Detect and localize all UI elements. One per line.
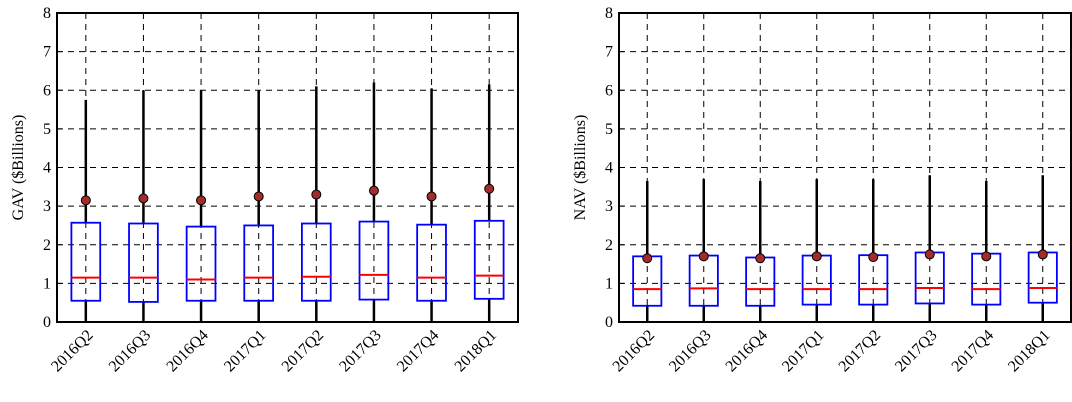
x-tick-label: 2017Q2	[279, 327, 327, 375]
y-tick-label: 8	[43, 5, 51, 22]
x-tick-label: 2017Q1	[221, 327, 269, 375]
mean-marker	[253, 191, 264, 202]
mean-marker	[138, 193, 149, 204]
mean-marker	[924, 249, 935, 260]
box	[70, 221, 102, 302]
mean-marker	[642, 253, 653, 264]
y-axis-label: NAV ($Billions)	[572, 115, 589, 221]
x-tick-label: 2016Q3	[666, 327, 714, 375]
y-tick-label: 8	[605, 5, 613, 22]
y-tick-label: 3	[605, 198, 613, 215]
x-tick-label: 2017Q4	[394, 327, 442, 375]
x-tick-label: 2016Q4	[163, 327, 211, 375]
y-tick-label: 5	[605, 121, 613, 138]
box	[301, 222, 332, 302]
y-tick-label: 6	[43, 82, 51, 99]
y-tick-label: 2	[605, 237, 613, 254]
y-tick-label: 3	[43, 198, 51, 215]
box	[243, 224, 274, 302]
x-tick-label: 2017Q1	[779, 327, 827, 375]
mean-marker	[981, 251, 992, 262]
y-tick-label: 5	[43, 121, 51, 138]
y-tick-label: 7	[43, 44, 51, 61]
mean-marker	[196, 195, 207, 206]
y-axis-label: GAV ($Billions)	[10, 115, 27, 221]
y-tick-label: 4	[605, 160, 613, 177]
x-tick-label: 2017Q4	[949, 327, 997, 375]
box	[416, 223, 447, 302]
x-tick-label: 2018Q1	[452, 327, 500, 375]
y-tick-label: 2	[43, 237, 51, 254]
mean-marker	[868, 252, 879, 263]
x-tick-label: 2017Q3	[336, 327, 384, 375]
box	[128, 222, 159, 303]
mean-marker	[698, 251, 709, 262]
mean-marker	[80, 195, 91, 206]
plot-frame	[56, 12, 519, 323]
mean-marker	[811, 251, 822, 262]
x-tick-label: 2017Q2	[836, 327, 884, 375]
x-tick-label: 2016Q2	[610, 327, 658, 375]
y-tick-label: 1	[605, 275, 613, 292]
y-tick-label: 4	[43, 160, 51, 177]
y-tick-label: 6	[605, 82, 613, 99]
y-tick-label: 7	[605, 44, 613, 61]
x-tick-label: 2016Q3	[106, 327, 154, 375]
x-tick-label: 2018Q1	[1005, 327, 1053, 375]
plot-frame	[618, 12, 1072, 323]
x-tick-label: 2016Q4	[723, 327, 771, 375]
box	[358, 220, 390, 301]
x-tick-label: 2016Q2	[48, 327, 96, 375]
box	[185, 225, 217, 302]
mean-marker	[755, 253, 766, 264]
y-tick-label: 0	[605, 314, 613, 331]
box	[473, 219, 505, 300]
y-tick-label: 1	[43, 275, 51, 292]
y-tick-label: 0	[43, 314, 51, 331]
mean-marker	[368, 185, 379, 196]
mean-marker	[484, 183, 495, 194]
mean-marker	[311, 189, 322, 200]
mean-marker	[1037, 249, 1048, 260]
x-tick-label: 2017Q3	[892, 327, 940, 375]
mean-marker	[426, 191, 437, 202]
